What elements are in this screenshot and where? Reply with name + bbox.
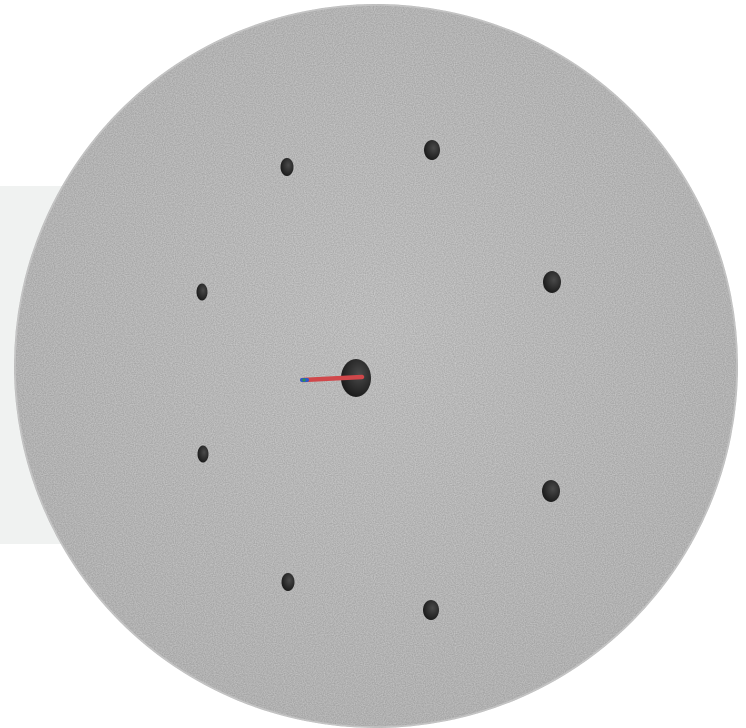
hole-8	[196, 283, 208, 301]
hole-3	[543, 271, 561, 293]
circular-plate[interactable]	[14, 4, 738, 728]
hole-2	[424, 140, 440, 160]
hole-7	[197, 445, 209, 463]
plate-edge	[14, 4, 738, 728]
plate-texture	[14, 4, 738, 728]
hole-1	[280, 158, 294, 176]
hole-6	[281, 573, 295, 591]
axis-gizmo[interactable]	[300, 374, 365, 383]
y-axis-arrow	[302, 378, 306, 382]
outer-holes	[196, 140, 561, 620]
hole-4	[542, 480, 560, 502]
x-axis-arrow	[300, 374, 365, 383]
hole-5	[423, 600, 439, 620]
